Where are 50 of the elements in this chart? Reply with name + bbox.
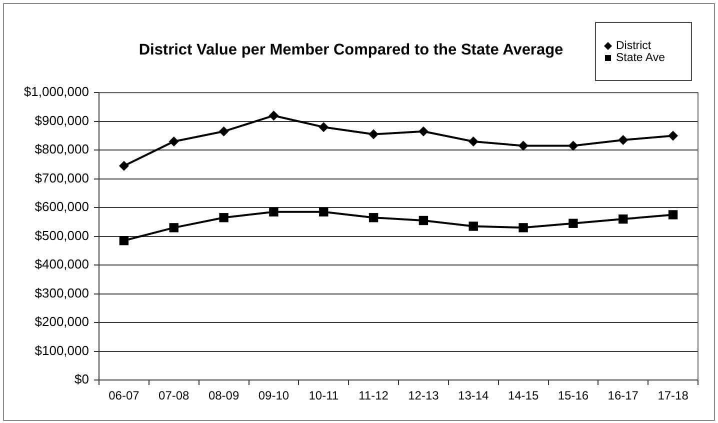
point (518, 223, 528, 232)
x-tick-label: 16-17 (608, 388, 639, 403)
point (418, 126, 428, 136)
y-tick-label: $200,000 (34, 314, 89, 330)
x-tick-label: 14-15 (508, 388, 539, 403)
x-tick-label: 09-10 (258, 388, 290, 403)
point (518, 140, 528, 151)
x-tick-label: 06-07 (108, 388, 140, 403)
y-tick-label: $900,000 (34, 112, 89, 128)
point (119, 236, 129, 246)
legend-label: District (616, 40, 652, 52)
point (169, 223, 178, 232)
x-tick-label: 07-08 (158, 388, 190, 403)
point (568, 140, 578, 151)
y-tick-label: $700,000 (34, 170, 89, 186)
point (318, 122, 329, 132)
point (618, 135, 628, 146)
y-tick-label: $400,000 (34, 256, 89, 272)
point (568, 218, 578, 228)
point (168, 136, 179, 146)
x-tick-label: 12-13 (408, 388, 440, 403)
y-tick-label: $0 (74, 372, 89, 387)
point (219, 213, 228, 222)
point (368, 129, 379, 140)
point (218, 126, 229, 136)
legend-label: State Ave (616, 52, 665, 64)
point (668, 130, 678, 141)
y-tick-label: $600,000 (34, 199, 89, 214)
x-tick-label: 17-18 (658, 388, 689, 403)
point (468, 222, 478, 231)
y-tick-label: $1,000,000 (24, 84, 89, 100)
point (268, 110, 279, 121)
point (118, 160, 129, 171)
x-tick-label: 11-12 (358, 388, 389, 403)
point (368, 213, 378, 222)
chart-title: District Value per Member Compared to the State Average (138, 42, 564, 59)
point (468, 136, 478, 146)
point (668, 210, 678, 220)
x-tick-label: 13-14 (458, 388, 490, 403)
y-tick-label: $300,000 (34, 285, 89, 300)
x-tick-label: 08-09 (208, 388, 240, 403)
point (319, 207, 328, 216)
point (418, 216, 428, 226)
x-tick-label: 15-16 (558, 388, 589, 403)
y-tick-label: $800,000 (34, 142, 89, 157)
y-tick-label: $500,000 (34, 228, 89, 243)
x-tick-label: 10-11 (308, 388, 339, 403)
y-tick-label: $100,000 (34, 342, 89, 358)
point (618, 214, 628, 224)
point (269, 207, 278, 216)
